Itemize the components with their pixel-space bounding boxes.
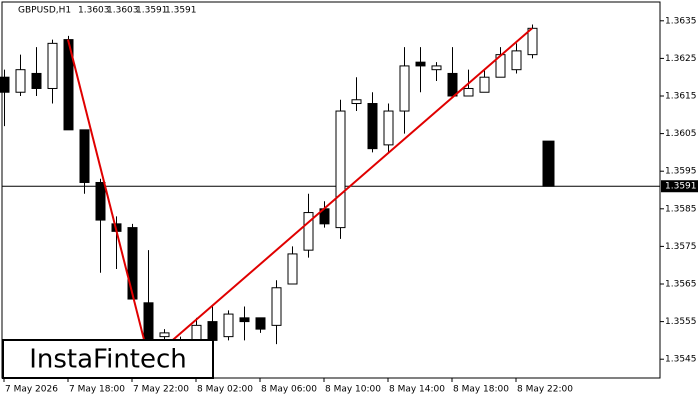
x-tick-label: 8 May 22:00 xyxy=(517,385,573,395)
candle-body xyxy=(383,110,394,146)
x-tick-label: 7 May 18:00 xyxy=(69,385,125,395)
candle-body xyxy=(335,110,346,229)
current-price-tag xyxy=(661,180,698,193)
watermark: InstaFintech xyxy=(29,345,187,375)
watermark-box xyxy=(2,339,214,379)
candle-body xyxy=(511,50,522,71)
candle-body xyxy=(255,317,266,330)
header: GBPUSD,H1 1.3603 1.3603 1.3591 1.3591 xyxy=(18,6,197,16)
x-tick-label: 7 May 22:00 xyxy=(133,385,189,395)
candle-body xyxy=(463,87,474,97)
x-tick-label: 8 May 02:00 xyxy=(197,385,253,395)
y-tick-label: 1.3575 xyxy=(665,242,697,252)
candle-body xyxy=(431,65,442,71)
candle-body xyxy=(191,324,202,341)
candle-body xyxy=(15,69,26,93)
candle-body xyxy=(207,321,218,341)
y-tick-label: 1.3585 xyxy=(665,204,697,214)
x-tick-label: 8 May 18:00 xyxy=(453,385,509,395)
candle-body xyxy=(143,302,154,341)
symbol: GBPUSD,H1 xyxy=(18,6,71,16)
y-tick-label: 1.3595 xyxy=(665,167,697,177)
candle-body xyxy=(47,42,58,89)
trend-line xyxy=(67,39,149,356)
open-quote: 1.3603 xyxy=(78,6,110,16)
current-price-label: 1.3591 xyxy=(665,182,697,192)
x-tick-label: 8 May 06:00 xyxy=(261,385,317,395)
y-tick-label: 1.3615 xyxy=(665,92,697,102)
candle-body xyxy=(31,72,42,89)
candle-body xyxy=(239,317,250,323)
close-quote: 1.3591 xyxy=(165,6,197,16)
plot-frame xyxy=(1,1,661,379)
candle-body xyxy=(303,212,314,251)
candle-body xyxy=(447,72,458,97)
candle-body xyxy=(399,65,410,112)
candle-body xyxy=(479,76,490,93)
candle-body xyxy=(527,27,538,56)
x-tick-label: 8 May 14:00 xyxy=(389,385,445,395)
y-tick-label: 1.3555 xyxy=(665,317,697,327)
low-quote: 1.3591 xyxy=(136,6,168,16)
candle-body xyxy=(79,129,90,183)
y-tick-label: 1.3565 xyxy=(665,280,697,290)
high-quote: 1.3603 xyxy=(107,6,139,16)
candle-body xyxy=(542,140,555,187)
trend-line xyxy=(167,27,533,345)
candle-body xyxy=(367,103,378,150)
candle-body xyxy=(127,227,138,300)
y-tick-label: 1.3625 xyxy=(665,54,697,64)
y-tick-label: 1.3605 xyxy=(665,129,697,139)
candle-body xyxy=(95,181,106,221)
y-tick-label: 1.3545 xyxy=(665,355,697,365)
candle-body xyxy=(159,332,170,338)
y-tick-label: 1.3635 xyxy=(665,16,697,26)
x-tick-label: 7 May 2026 xyxy=(5,385,58,395)
candle-body xyxy=(287,253,298,285)
candle-body xyxy=(223,313,234,338)
x-tick-label: 8 May 10:00 xyxy=(325,385,381,395)
candle-body xyxy=(0,76,10,93)
candle-body xyxy=(271,287,282,326)
candle-body xyxy=(415,61,426,67)
candle-body xyxy=(351,99,362,105)
